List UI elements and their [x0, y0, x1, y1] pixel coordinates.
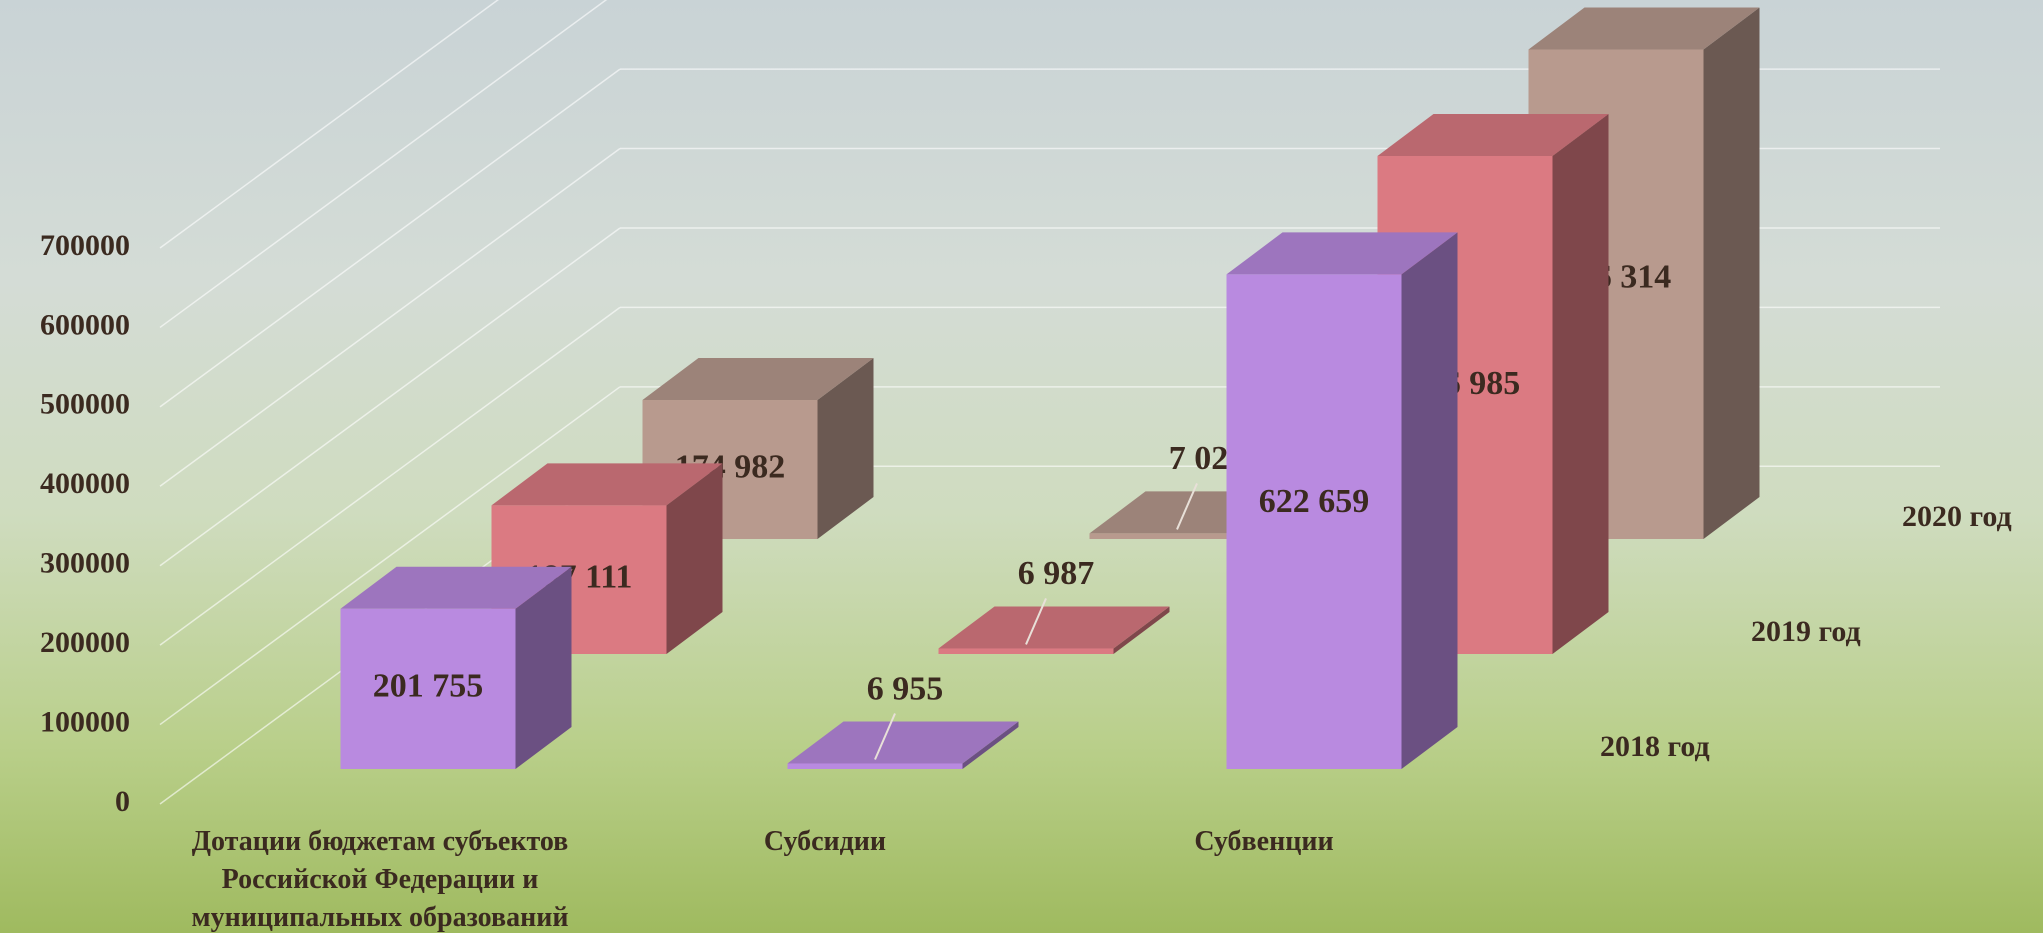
leader-line [1176, 483, 1198, 530]
bar-side [1703, 7, 1760, 540]
bar-top [787, 721, 1019, 764]
bar-top [1528, 7, 1760, 50]
bar-top [938, 606, 1170, 649]
y-tick-label: 600000 [40, 308, 130, 341]
x-tick-label: Дотации бюджетам субъектов Российской Фе… [191, 826, 569, 933]
y-tick-label: 300000 [40, 547, 130, 580]
y-tick-label: 400000 [40, 467, 130, 500]
value-label: 6 955 [867, 670, 944, 707]
bar-top [642, 358, 874, 401]
y-tick-label: 700000 [40, 229, 130, 262]
x-tick-label: Субвенции [1194, 826, 1334, 857]
bar-side [515, 566, 572, 769]
x-tick-label: Субсидии [763, 826, 887, 857]
bar-side [962, 721, 1019, 769]
bar-top [340, 566, 572, 609]
bar [340, 566, 572, 769]
bar-side [666, 463, 723, 654]
value-label: 201 755 [373, 668, 484, 705]
y-tick-label: 500000 [40, 388, 130, 421]
bar-front [1089, 533, 1265, 539]
grid-line [159, 0, 608, 329]
bar [491, 463, 723, 654]
grid-line [159, 306, 621, 646]
leader-line [874, 713, 896, 760]
y-tick-label: 100000 [40, 705, 130, 738]
bar-top [491, 463, 723, 506]
leader-line [1025, 598, 1047, 645]
bar-front [1226, 274, 1402, 769]
bar-side [1401, 232, 1458, 769]
grid-line [159, 386, 621, 726]
bar-side [817, 358, 874, 539]
legend-label: 2018 год [1600, 730, 1710, 763]
legend-label: 2020 год [1902, 500, 2012, 533]
grid-line [159, 0, 500, 249]
bar-front [340, 608, 516, 769]
bar-side [1552, 113, 1609, 655]
bar-top [1377, 113, 1609, 156]
bar [1226, 232, 1458, 769]
y-tick-label: 0 [115, 785, 130, 818]
value-label: 6 987 [1018, 555, 1095, 592]
y-tick-label: 200000 [40, 626, 130, 659]
legend-label: 2019 год [1751, 615, 1861, 648]
value-label: 622 659 [1259, 483, 1370, 520]
bar-front [938, 648, 1114, 654]
bar [787, 721, 1019, 769]
bar-side [1113, 606, 1170, 654]
bar-top [1226, 232, 1458, 275]
bar [938, 606, 1170, 654]
bar-front [787, 763, 963, 769]
grid-line [159, 68, 621, 408]
grid-line [159, 227, 621, 567]
grid-line [159, 147, 621, 487]
